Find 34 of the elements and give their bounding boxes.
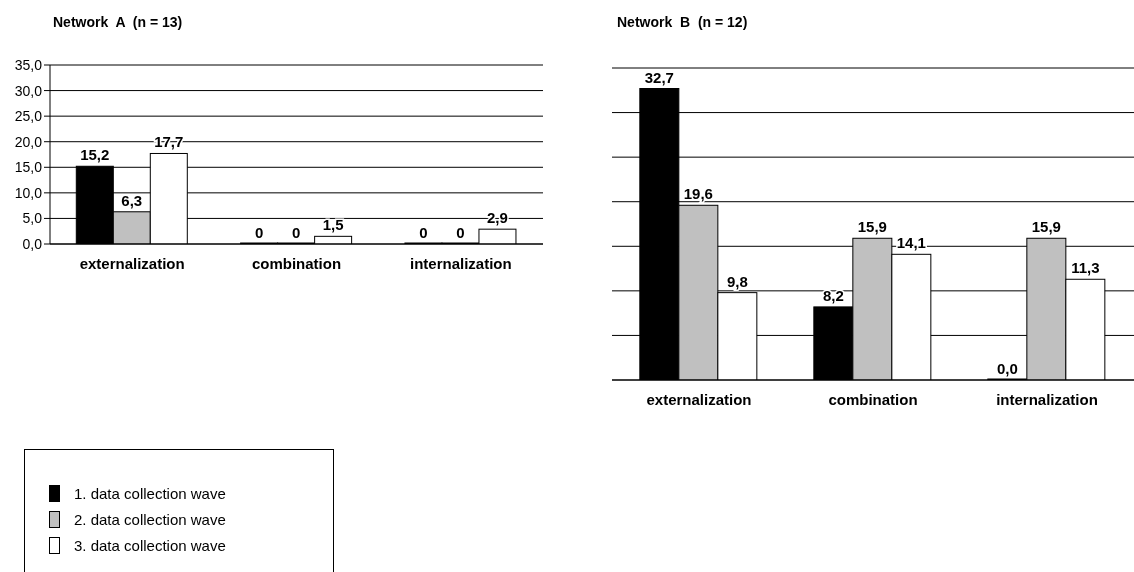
data-label: 6,3 xyxy=(121,191,143,209)
data-label: 0 xyxy=(456,224,465,241)
y-tick-label: 25,0 xyxy=(14,108,43,125)
data-label: 15,2 xyxy=(80,146,110,164)
data-label: 19,6 xyxy=(683,185,713,203)
legend-label: 1. data collection wave xyxy=(74,484,226,502)
x-tick-label: externalization xyxy=(79,254,185,272)
data-label: 0 xyxy=(254,224,264,241)
y-tick-label: 35,0 xyxy=(14,56,43,73)
y-tick-label: 0,0 xyxy=(22,235,43,252)
data-label: 11,3 xyxy=(1071,259,1100,277)
x-tick-label: internalization xyxy=(996,390,1098,408)
data-label: 15,9 xyxy=(857,218,887,236)
chart-title: Network B (n = 12) xyxy=(617,14,748,30)
x-tick-label: combination xyxy=(828,390,918,408)
data-label: 0 xyxy=(419,224,428,241)
y-tick-label: 5,0 xyxy=(22,210,43,227)
data-label: 32,7 xyxy=(644,68,674,86)
data-label: 0 xyxy=(291,224,301,241)
data-label: 9,8 xyxy=(726,272,748,290)
y-tick-label: 10,0 xyxy=(14,184,43,201)
legend-label: 2. data collection wave xyxy=(74,510,226,528)
x-tick-label: externalization xyxy=(646,390,752,408)
data-label: 0,0 xyxy=(996,360,1018,377)
data-label: 15,9 xyxy=(1031,218,1061,236)
y-tick-label: 30,0 xyxy=(14,82,43,99)
y-tick-label: 20,0 xyxy=(14,133,43,150)
data-label: 1,5 xyxy=(322,216,344,234)
chart-title: Network A (n = 13) xyxy=(53,14,183,30)
x-tick-label: internalization xyxy=(409,254,512,272)
data-label: 8,2 xyxy=(822,286,844,304)
x-tick-label: combination xyxy=(251,254,342,272)
legend-label: 3. data collection wave xyxy=(74,536,226,554)
y-tick-label: 15,0 xyxy=(14,159,43,176)
